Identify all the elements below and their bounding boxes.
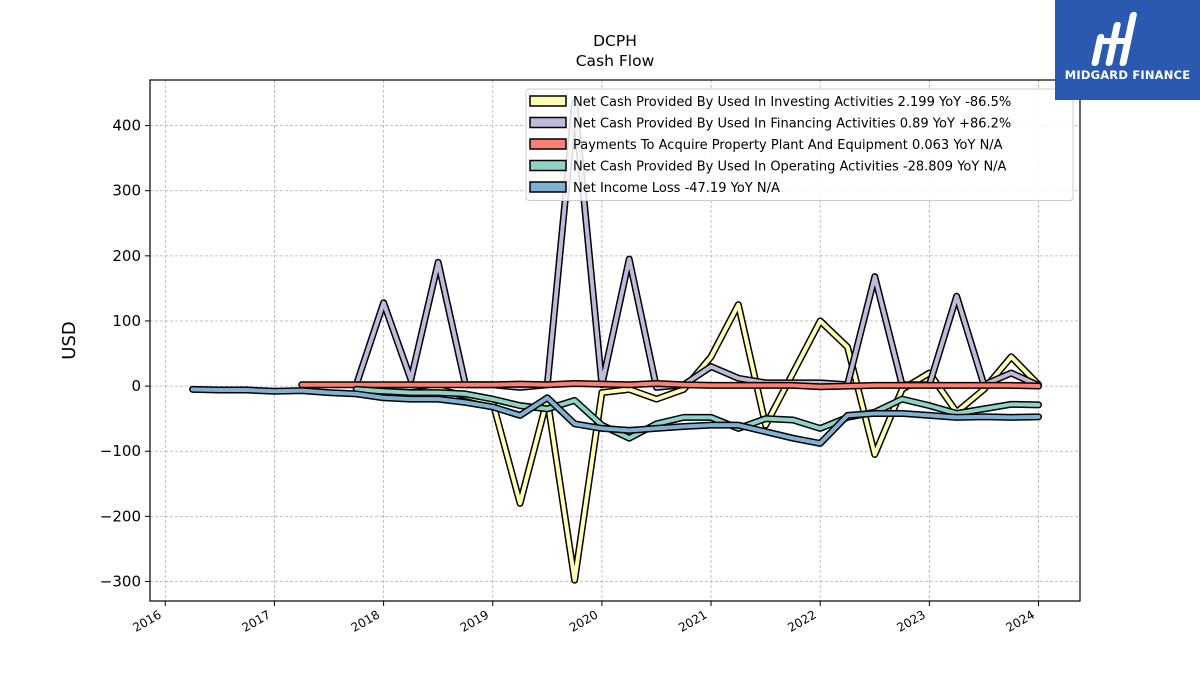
- y-tick-label: −100: [100, 442, 141, 460]
- y-tick-label: −200: [100, 507, 141, 525]
- y-tick-label: 100: [112, 312, 141, 330]
- y-tick-label: −300: [100, 572, 141, 590]
- logo-mark-icon: [1091, 12, 1137, 66]
- y-tick-label: 400: [112, 117, 141, 135]
- legend-label: Net Cash Provided By Used In Financing A…: [573, 117, 1011, 132]
- legend-box: [525, 88, 1074, 201]
- x-tick-label: 2018: [349, 607, 382, 634]
- legend-swatch: [529, 138, 567, 150]
- x-tick-label: 2017: [239, 607, 272, 634]
- legend-label: Net Cash Provided By Used In Investing A…: [573, 95, 1011, 110]
- series-line: [354, 387, 1041, 441]
- chart-title: DCPH: [593, 32, 637, 50]
- legend-swatch: [529, 181, 567, 193]
- legend-label: Payments To Acquire Property Plant And E…: [573, 138, 1003, 153]
- legend-swatch: [529, 95, 567, 107]
- midgard-finance-logo: MIDGARD FINANCE: [1055, 0, 1200, 100]
- y-tick-label: 300: [112, 182, 141, 200]
- x-tick-label: 2019: [458, 607, 491, 634]
- legend-label: Net Income Loss -47.19 YoY N/A: [573, 181, 780, 196]
- logo-text: MIDGARD FINANCE: [1064, 68, 1191, 82]
- series-line: [299, 381, 1041, 389]
- x-tick-label: 2022: [785, 607, 818, 634]
- x-tick-label: 2021: [676, 607, 709, 634]
- chart-subtitle: Cash Flow: [575, 52, 655, 70]
- legend-label: Net Cash Provided By Used In Operating A…: [573, 160, 1007, 175]
- x-tick-label: 2016: [130, 607, 163, 634]
- y-axis-label: USD: [59, 321, 80, 359]
- x-tick-label: 2024: [1004, 607, 1037, 634]
- x-tick-label: 2020: [567, 607, 600, 634]
- plot-frame: [149, 79, 1081, 602]
- x-tick-label: 2023: [894, 607, 927, 634]
- legend-swatch: [529, 116, 567, 129]
- y-tick-label: 200: [112, 247, 141, 265]
- legend-swatch: [529, 159, 567, 172]
- y-tick-label: 0: [131, 377, 141, 395]
- series-line: [190, 387, 1041, 446]
